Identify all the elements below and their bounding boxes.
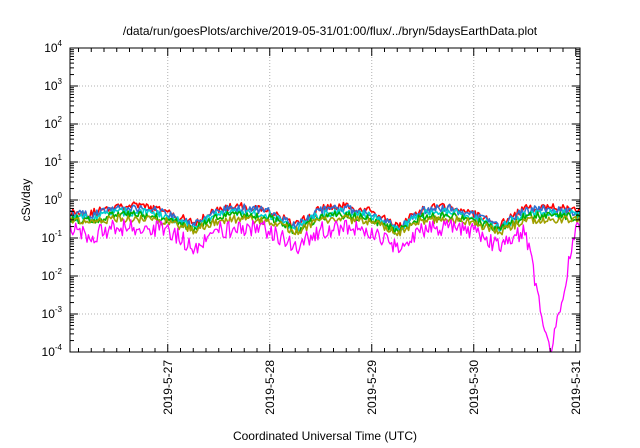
- y-axis-label: cSv/day: [19, 179, 33, 222]
- series-area: [70, 201, 580, 352]
- x-axis: 2019-5-27 2019-5-28 2019-5-29 2019-5-30 2019…: [78, 48, 583, 415]
- y-tick-label: 100: [44, 191, 62, 207]
- series-line: [70, 218, 580, 352]
- y-tick-label: 10-4: [42, 343, 63, 359]
- x-tick-label: 2019-5-28: [263, 360, 277, 415]
- y-tick-label: 101: [44, 153, 62, 169]
- series-line: [70, 203, 580, 232]
- y-tick-label: 10-2: [42, 267, 63, 283]
- y-tick-label: 102: [44, 115, 62, 131]
- x-tick-label: 2019-5-31: [569, 360, 583, 415]
- x-tick-label: 2019-5-30: [467, 360, 481, 415]
- chart-title: /data/run/goesPlots/archive/2019-05-31/0…: [123, 24, 538, 38]
- y-tick-label: 10-1: [42, 229, 63, 245]
- x-tick-label: 2019-5-27: [161, 360, 175, 415]
- y-axis: 10-4 10-3 10-2 10-1 100 101 102 103 104: [42, 39, 580, 359]
- series-line: [70, 213, 580, 237]
- x-tick-label: 2019-5-29: [365, 360, 379, 415]
- x-axis-label: Coordinated Universal Time (UTC): [233, 429, 417, 443]
- y-tick-label: 104: [44, 39, 62, 55]
- grid: [70, 48, 580, 352]
- y-tick-label: 10-3: [42, 305, 63, 321]
- y-tick-label: 103: [44, 77, 62, 93]
